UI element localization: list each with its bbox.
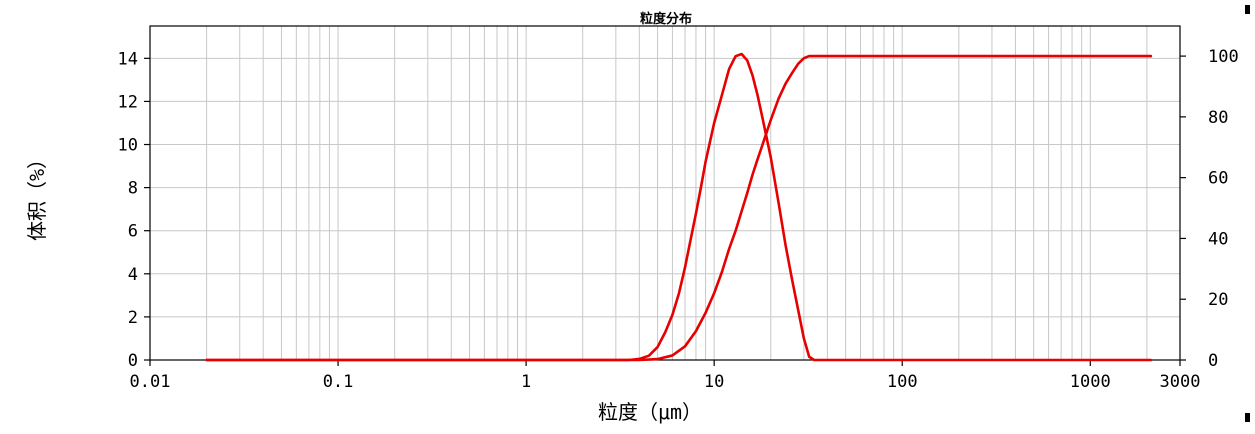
axis-ticks: [144, 55, 1186, 366]
corner-mark-top-right: [1245, 5, 1250, 14]
y-left-tick-label: 12: [118, 92, 138, 112]
x-tick-label: 0.01: [130, 372, 171, 392]
y-right-tick-label: 40: [1208, 229, 1228, 249]
series-lines: [205, 52, 1153, 362]
y-left-tick-label: 8: [128, 179, 138, 199]
x-tick-label: 100: [887, 372, 918, 392]
grid-lines: [150, 26, 1180, 360]
cumulative-volume-line: [205, 54, 1153, 362]
y-left-tick-label: 4: [128, 265, 138, 285]
x-axis-title: 粒度（μm）: [598, 400, 702, 424]
x-tick-label: 10: [704, 372, 724, 392]
chart-title: 粒度分布: [640, 11, 692, 27]
corner-mark-bottom-right: [1245, 413, 1250, 422]
y-right-tick-label: 100: [1208, 47, 1239, 67]
y-axis-title: 体积（%）: [25, 149, 49, 241]
y-right-tick-label: 0: [1208, 351, 1218, 371]
x-tick-label: 1000: [1070, 372, 1111, 392]
y-left-tick-label: 6: [128, 222, 138, 242]
x-tick-label: 3000: [1160, 372, 1201, 392]
y-right-tick-label: 80: [1208, 108, 1228, 128]
y-right-tick-label: 60: [1208, 169, 1228, 189]
y-left-tick-label: 14: [118, 49, 138, 69]
tick-labels: 0 2 4 6 8 10 12 14 0 20 40 60 80 100 0.01 0.1 1 10 100 1000…: [118, 47, 1239, 392]
y-left-tick-label: 10: [118, 136, 138, 156]
y-left-tick-label: 2: [128, 308, 138, 328]
x-tick-label: 1: [521, 372, 531, 392]
y-right-tick-label: 20: [1208, 290, 1228, 310]
plot-frame: [149, 25, 1181, 361]
x-tick-label: 0.1: [323, 372, 354, 392]
y-left-tick-label: 0: [128, 351, 138, 371]
plot-border: [149, 25, 1181, 361]
volume-distribution-line: [205, 52, 1153, 362]
